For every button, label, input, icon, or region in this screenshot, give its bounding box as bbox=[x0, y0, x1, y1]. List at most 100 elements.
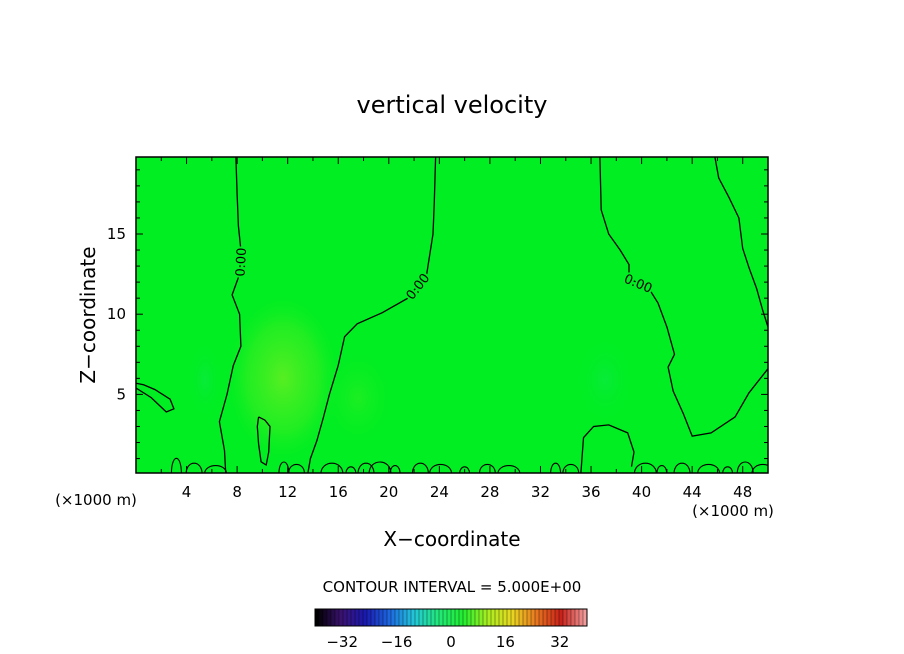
field-shading bbox=[187, 290, 635, 466]
colorbar-cell bbox=[387, 609, 392, 626]
colorbar-cell bbox=[539, 609, 544, 626]
colorbar-cell bbox=[515, 609, 520, 626]
colorbar-cell bbox=[579, 609, 584, 626]
colorbar-cell bbox=[383, 609, 388, 626]
plot-frame bbox=[135, 156, 769, 474]
colorbar-cell bbox=[363, 609, 368, 626]
x-tick-label: 48 bbox=[733, 483, 752, 501]
colorbar-cell bbox=[331, 609, 336, 626]
colorbar-cell bbox=[543, 609, 548, 626]
colorbar-cell bbox=[519, 609, 524, 626]
surface-contour bbox=[751, 463, 768, 473]
colorbar-cell bbox=[323, 609, 328, 626]
surface-contour bbox=[357, 462, 375, 473]
colorbar-cell bbox=[463, 609, 468, 626]
colorbar-cell bbox=[555, 609, 560, 626]
x-tick-label: 16 bbox=[329, 483, 348, 501]
surface-contour bbox=[634, 462, 657, 473]
surface-contour bbox=[320, 462, 344, 473]
colorbar-cell bbox=[395, 609, 400, 626]
x-unit-right: (×1000 m) bbox=[692, 502, 774, 520]
y-tick-label: 10 bbox=[107, 305, 126, 323]
colorbar-cell bbox=[339, 609, 344, 626]
colorbar-cell bbox=[523, 609, 528, 626]
colorbar-cell bbox=[563, 609, 568, 626]
x-ticks: 4 8 12 16 20 24 28 32 36 40 44 48 bbox=[160, 157, 752, 501]
colorbar-cell bbox=[319, 609, 324, 626]
surface-contour bbox=[429, 463, 452, 473]
surface-contour bbox=[562, 463, 580, 473]
colorbar-cell bbox=[511, 609, 516, 626]
colorbar-tick-label: −32 bbox=[326, 633, 358, 651]
x-unit-left: (×1000 m) bbox=[55, 491, 137, 509]
surface-contour bbox=[345, 466, 357, 473]
contour-line bbox=[599, 157, 768, 437]
colorbar-cell bbox=[571, 609, 576, 626]
colorbar-frame bbox=[314, 608, 588, 627]
colorbar-cell bbox=[455, 609, 460, 626]
colorbar-cell bbox=[443, 609, 448, 626]
y-tick-label: 5 bbox=[116, 385, 126, 403]
surface-contour bbox=[697, 463, 720, 473]
colorbar-cell bbox=[403, 609, 408, 626]
surface-contour bbox=[459, 466, 471, 473]
contour-lines bbox=[136, 157, 768, 473]
colorbar-cell bbox=[423, 609, 428, 626]
y-ticks: 5 10 15 bbox=[107, 169, 768, 460]
x-tick-label: 40 bbox=[632, 483, 651, 501]
contour-line bbox=[714, 157, 768, 328]
contour-line bbox=[136, 382, 175, 413]
colorbar-cell bbox=[375, 609, 380, 626]
surface-contour bbox=[170, 457, 182, 473]
contour-line bbox=[218, 157, 242, 473]
surface-contour bbox=[479, 463, 496, 473]
surface-contour bbox=[389, 465, 401, 473]
x-axis-label: X−coordinate bbox=[383, 527, 520, 551]
colorbar-cell bbox=[491, 609, 496, 626]
colorbar-cell bbox=[551, 609, 556, 626]
colorbar-cell bbox=[507, 609, 512, 626]
contour-line bbox=[307, 157, 437, 473]
colorbar-ticks: −32 −16 0 16 32 bbox=[326, 633, 569, 651]
surface-contour bbox=[722, 466, 734, 473]
colorbar-cell bbox=[419, 609, 424, 626]
y-axis-label: Z−coordinate bbox=[76, 246, 100, 383]
surface-contour bbox=[288, 463, 305, 473]
colorbar-tick-label: 0 bbox=[446, 633, 456, 651]
surface-contour bbox=[411, 462, 429, 473]
colorbar-cell bbox=[471, 609, 476, 626]
x-tick-label: 20 bbox=[379, 483, 398, 501]
colorbar-cell bbox=[359, 609, 364, 626]
surface-contour bbox=[204, 465, 227, 473]
colorbar-cell bbox=[475, 609, 480, 626]
colorbar-cell bbox=[447, 609, 452, 626]
colorbar-cell bbox=[343, 609, 348, 626]
colorbar-cell bbox=[315, 609, 320, 626]
chart-title: vertical velocity bbox=[357, 91, 548, 119]
colorbar-cell bbox=[503, 609, 508, 626]
contour-line bbox=[580, 424, 635, 473]
contour-label: 0.00 bbox=[234, 247, 250, 277]
colorbar-cell bbox=[347, 609, 352, 626]
colorbar-cell bbox=[575, 609, 580, 626]
x-tick-label: 44 bbox=[683, 483, 702, 501]
x-tick-label: 28 bbox=[480, 483, 499, 501]
colorbar-cell bbox=[367, 609, 372, 626]
surface-contour bbox=[550, 462, 562, 473]
x-tick-label: 8 bbox=[232, 483, 242, 501]
x-tick-label: 24 bbox=[430, 483, 449, 501]
colorbar-tick-label: 32 bbox=[550, 633, 569, 651]
x-tick-label: 4 bbox=[182, 483, 192, 501]
colorbar-cell bbox=[495, 609, 500, 626]
colorbar-cell bbox=[567, 609, 572, 626]
colorbar-cell bbox=[499, 609, 504, 626]
colorbar-cell bbox=[379, 609, 384, 626]
colorbar-cell bbox=[535, 609, 540, 626]
colorbar-cell bbox=[451, 609, 456, 626]
colorbar-cell bbox=[327, 609, 332, 626]
colorbar-cell bbox=[467, 609, 472, 626]
contour-line bbox=[256, 416, 271, 467]
colorbar-cell bbox=[391, 609, 396, 626]
colorbar-cell bbox=[487, 609, 492, 626]
